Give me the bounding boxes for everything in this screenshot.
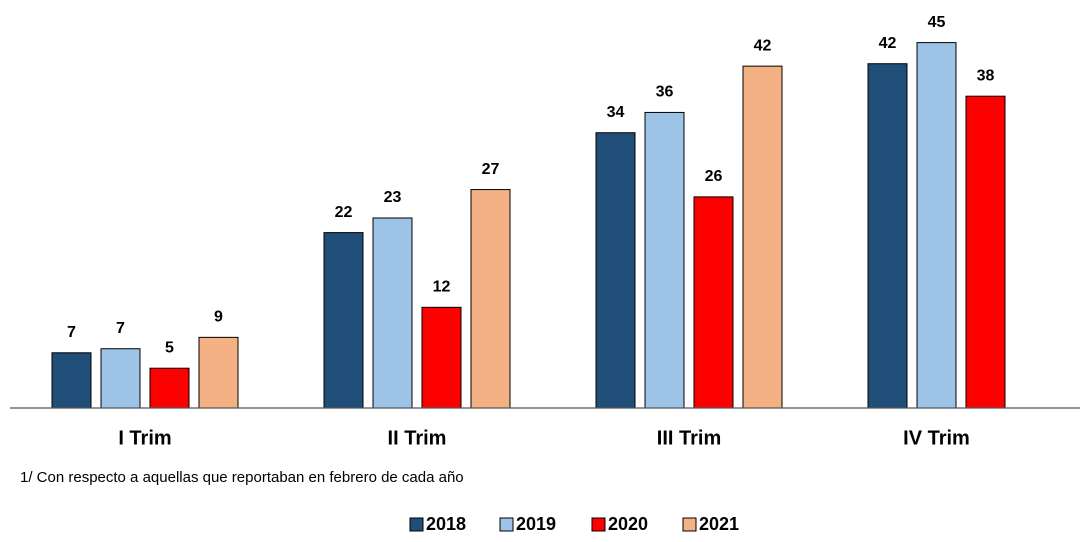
bar: [323, 232, 364, 409]
data-label: 27: [482, 161, 500, 178]
data-label: 34: [607, 104, 625, 121]
data-label: 42: [879, 35, 897, 52]
x-tick-label: IV Trim: [903, 427, 970, 449]
data-label: 7: [67, 324, 76, 341]
bar: [916, 42, 957, 409]
legend-swatch: [591, 517, 606, 532]
data-label: 7: [116, 320, 125, 337]
bar: [965, 95, 1006, 409]
bar: [100, 348, 141, 409]
bar: [595, 132, 636, 409]
bar: [742, 65, 783, 409]
bar: [470, 189, 511, 409]
data-label: 12: [433, 279, 451, 296]
data-label: 9: [214, 309, 223, 326]
data-label: 45: [928, 14, 946, 31]
data-label: 38: [977, 67, 995, 84]
data-label: 26: [705, 168, 723, 185]
bar: [198, 336, 239, 409]
bar: [149, 367, 190, 409]
legend-swatch: [409, 517, 424, 532]
bar: [421, 306, 462, 409]
legend-label: 2020: [608, 514, 648, 534]
data-label: 22: [335, 204, 353, 221]
bar: [693, 196, 734, 409]
data-label: 42: [754, 37, 772, 54]
legend-label: 2018: [426, 514, 466, 534]
bar: [372, 217, 413, 409]
bar: [644, 111, 685, 409]
x-tick-label: I Trim: [118, 427, 171, 449]
x-tick-label: II Trim: [388, 427, 447, 449]
legend-swatch: [499, 517, 514, 532]
bar: [51, 352, 92, 409]
legend-label: 2021: [699, 514, 739, 534]
x-tick-label: III Trim: [657, 427, 721, 449]
data-label: 36: [656, 84, 674, 101]
legend-label: 2019: [516, 514, 556, 534]
data-label: 5: [165, 339, 174, 356]
footnote: 1/ Con respecto a aquellas que reportaba…: [20, 469, 464, 486]
data-label: 23: [384, 189, 402, 206]
bar: [867, 63, 908, 409]
legend-swatch: [682, 517, 697, 532]
